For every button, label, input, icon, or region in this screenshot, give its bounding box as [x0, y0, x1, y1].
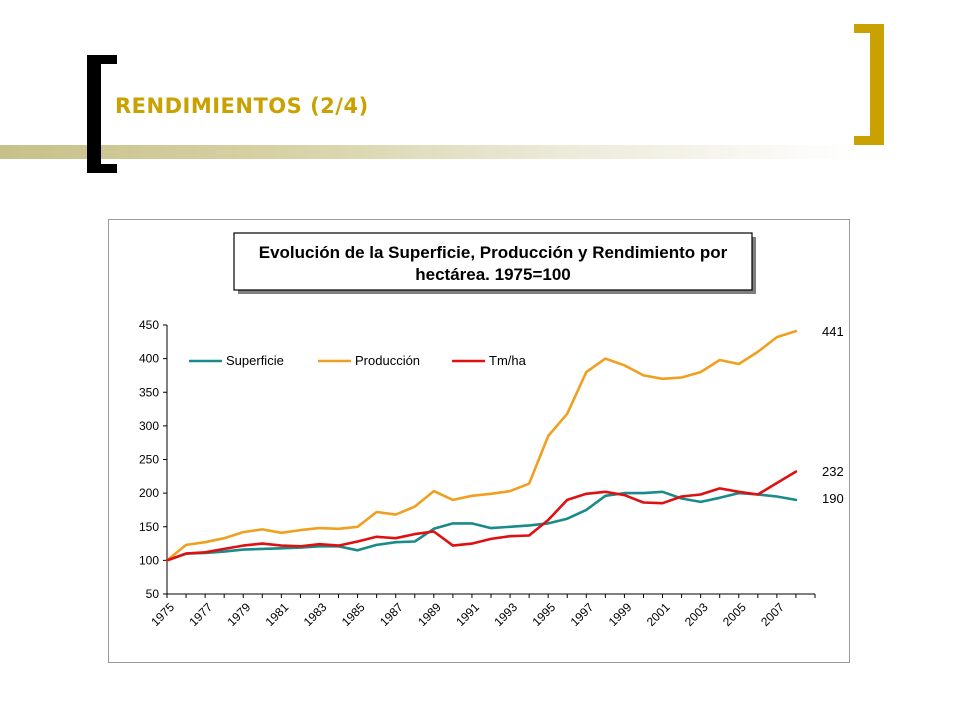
x-tick-label: 1977	[186, 600, 215, 629]
y-tick-label: 250	[139, 453, 159, 467]
x-tick-label: 1995	[529, 600, 558, 629]
x-tick-label: 2005	[720, 600, 749, 629]
y-tick-label: 100	[139, 553, 159, 567]
title-underline-bar	[0, 145, 860, 159]
x-tick-label: 2007	[758, 600, 787, 629]
chart-title-line-1: Evolución de la Superficie, Producción y…	[259, 243, 728, 262]
y-tick-label: 200	[139, 486, 159, 500]
x-tick-label: 1985	[339, 600, 368, 629]
x-tick-label: 1979	[225, 600, 254, 629]
right-bracket-bottom	[854, 136, 884, 145]
x-tick-label: 1989	[415, 600, 444, 629]
right-bracket-top	[854, 24, 884, 33]
x-tick-label: 2001	[644, 600, 673, 629]
y-tick-label: 450	[139, 318, 159, 332]
left-bracket-bottom	[87, 164, 117, 173]
legend-label-tmha: Tm/ha	[489, 353, 527, 368]
x-tick-label: 1997	[568, 600, 597, 629]
x-tick-label: 1993	[491, 600, 520, 629]
end-label-produccion: 441	[822, 324, 844, 339]
y-tick-label: 400	[139, 352, 159, 366]
y-tick-label: 50	[146, 587, 160, 601]
legend-label-produccion: Producción	[355, 353, 420, 368]
legend-label-superficie: Superficie	[226, 353, 284, 368]
x-tick-label: 1991	[453, 600, 482, 629]
end-label-tmha: 232	[822, 464, 844, 479]
y-tick-label: 350	[139, 385, 159, 399]
series-line-superficie	[165, 490, 798, 562]
x-tick-label: 1999	[606, 600, 635, 629]
legend: Superficie Producción Tm/ha	[189, 353, 527, 368]
x-tick-label: 2003	[682, 600, 711, 629]
chart-frame: Evolución de la Superficie, Producción y…	[108, 219, 850, 663]
series-line-tm-ha	[165, 470, 798, 562]
x-tick-label: 1987	[377, 600, 406, 629]
line-chart: Evolución de la Superficie, Producción y…	[139, 232, 844, 629]
x-tick-label: 1981	[263, 600, 292, 629]
chart-title-box	[233, 232, 753, 291]
left-bracket-decoration	[87, 55, 101, 173]
end-label-superficie: 190	[822, 491, 844, 506]
y-tick-label: 300	[139, 419, 159, 433]
right-bracket-decoration	[870, 24, 884, 145]
chart-title-line-2: hectárea. 1975=100	[415, 265, 571, 284]
series-line-producci-n	[165, 329, 798, 562]
x-tick-label: 1975	[148, 600, 177, 629]
x-tick-label: 1983	[301, 600, 330, 629]
y-tick-label: 150	[139, 520, 159, 534]
left-bracket-top	[87, 55, 117, 64]
page-title: RENDIMIENTOS (2/4)	[115, 94, 369, 118]
series-lines	[165, 329, 798, 562]
